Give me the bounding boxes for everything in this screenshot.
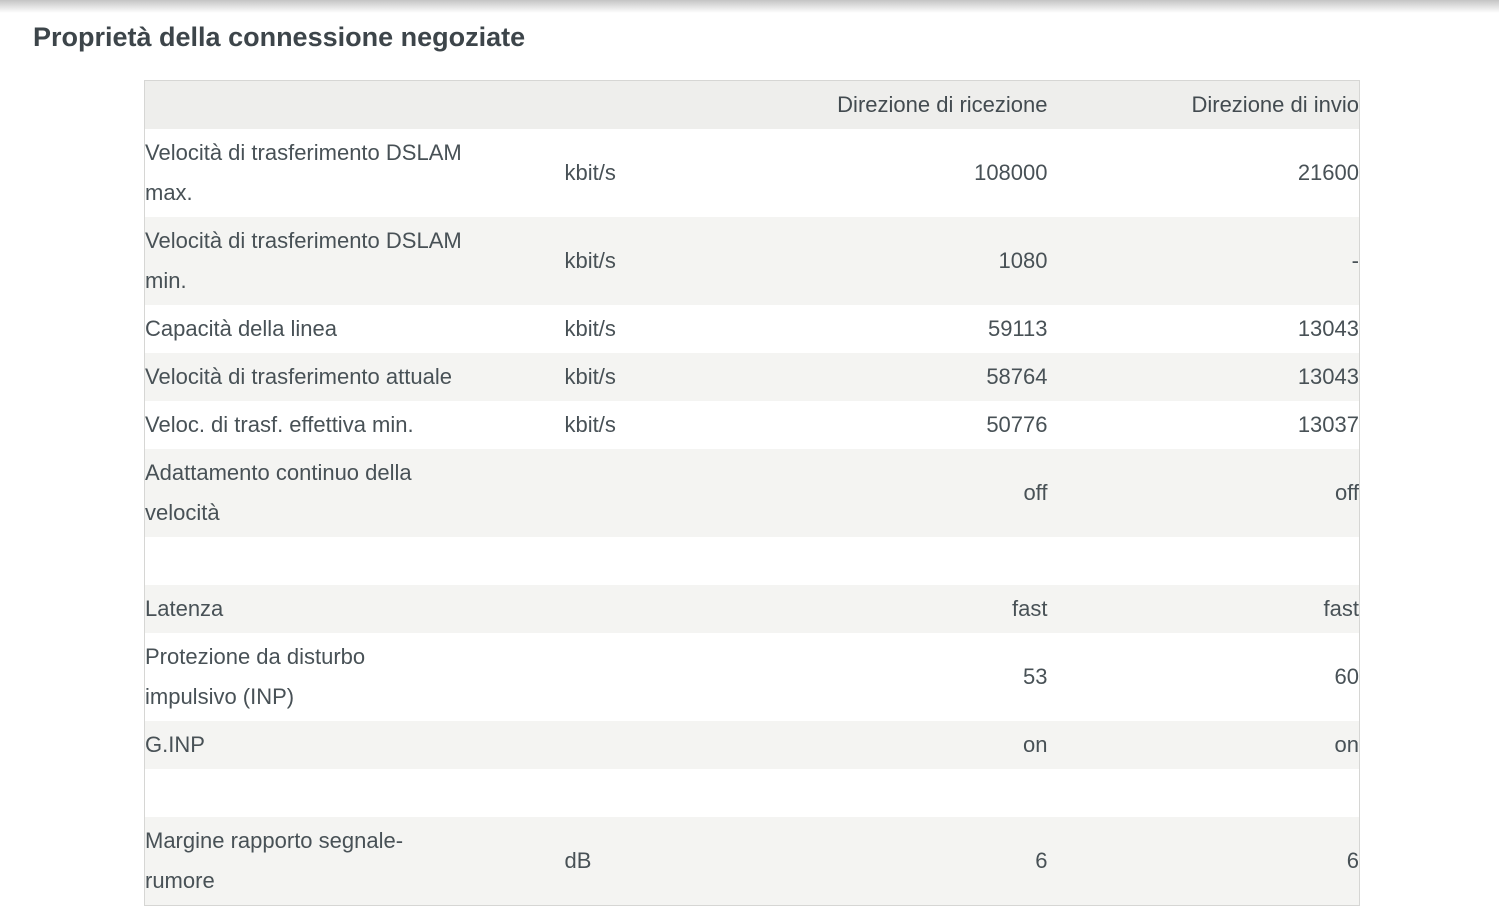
row-label: Protezione da disturbo impulsivo (INP) — [145, 644, 366, 709]
header-receive-direction: Direzione di ricezione — [837, 92, 1048, 117]
row-receive-value: off — [1023, 480, 1048, 505]
table-row: G.INP on on — [144, 721, 1360, 769]
row-receive-value: 1080 — [998, 248, 1048, 273]
row-receive-value: fast — [1012, 596, 1048, 621]
row-unit — [565, 721, 680, 769]
row-unit — [565, 585, 680, 633]
table-row: Margine rapporto segnale- rumore dB 6 6 — [144, 817, 1360, 906]
row-unit — [565, 537, 680, 585]
row-send-value: 6 — [1346, 848, 1359, 873]
row-receive-value: 53 — [1023, 664, 1048, 689]
row-receive-value: on — [1023, 732, 1048, 757]
row-label: Velocità di trasferimento attuale — [145, 364, 452, 389]
row-send-value: 21600 — [1297, 160, 1359, 185]
top-shadow-divider — [0, 0, 1499, 13]
row-label: Margine rapporto segnale- rumore — [145, 828, 404, 893]
connection-properties-table: Direzione di ricezione Direzione di invi… — [144, 80, 1360, 906]
row-send-value: 13043 — [1297, 364, 1359, 389]
row-send-value: on — [1334, 732, 1359, 757]
row-unit: kbit/s — [564, 412, 616, 437]
row-receive-value: 6 — [1035, 848, 1048, 873]
header-send-direction: Direzione di invio — [1191, 92, 1359, 117]
row-label: Adattamento continuo della velocità — [145, 460, 412, 525]
connection-properties-table-container: Direzione di ricezione Direzione di invi… — [144, 80, 1360, 906]
table-row: Capacità della linea kbit/s 59113 13043 — [145, 305, 1360, 353]
row-label: Velocità di trasferimento DSLAM max. — [145, 140, 462, 205]
row-label — [145, 769, 565, 817]
row-unit — [565, 769, 680, 817]
row-send-value — [1048, 769, 1360, 817]
row-unit: kbit/s — [564, 160, 616, 185]
row-label: Capacità della linea — [145, 316, 338, 341]
table-row: Velocità di trasferimento attuale kbit/s 5… — [144, 353, 1360, 401]
table-header-row: Direzione di ricezione Direzione di invi… — [144, 80, 1360, 130]
row-unit — [565, 633, 680, 721]
table-spacer-row — [145, 537, 1360, 585]
row-unit: dB — [564, 848, 592, 873]
table-row: Latenza fast fast — [144, 585, 1360, 633]
table-row: Protezione da disturbo impulsivo (INP) 53… — [145, 633, 1360, 721]
table-body: Velocità di trasferimento DSLAM max. kbit… — [144, 129, 1360, 906]
row-unit: kbit/s — [564, 316, 616, 341]
row-receive-value: 58764 — [986, 364, 1048, 389]
row-receive-value: 50776 — [986, 412, 1048, 437]
table-row: Veloc. di trasf. effettiva min. kbit/s 507… — [145, 401, 1360, 449]
row-send-value: 13037 — [1297, 412, 1359, 437]
row-receive-value — [680, 537, 1048, 585]
row-label: Velocità di trasferimento DSLAM min. — [145, 228, 462, 293]
row-label: Veloc. di trasf. effettiva min. — [145, 412, 414, 437]
row-send-value: 13043 — [1297, 316, 1359, 341]
row-send-value: 60 — [1334, 664, 1359, 689]
row-receive-value — [680, 769, 1048, 817]
row-receive-value: 59113 — [987, 316, 1048, 341]
row-label: Latenza — [145, 596, 224, 621]
page-title: Proprietà della connessione negoziate — [33, 22, 526, 52]
table-row: Adattamento continuo della velocità off of… — [144, 449, 1360, 537]
table-spacer-row — [145, 769, 1360, 817]
row-send-value: - — [1351, 248, 1359, 273]
row-label: G.INP — [145, 732, 205, 757]
header-label-column — [145, 81, 565, 130]
table-row: Velocità di trasferimento DSLAM min. kbit… — [144, 217, 1360, 305]
row-send-value: fast — [1323, 596, 1359, 621]
row-send-value: off — [1334, 480, 1359, 505]
row-unit — [565, 449, 680, 537]
row-receive-value: 108000 — [974, 160, 1048, 185]
table-row: Velocità di trasferimento DSLAM max. kbit… — [145, 129, 1360, 217]
row-unit: kbit/s — [564, 364, 616, 389]
row-send-value — [1048, 537, 1360, 585]
row-label — [145, 537, 565, 585]
header-unit-column — [565, 81, 680, 130]
row-unit: kbit/s — [564, 248, 616, 273]
